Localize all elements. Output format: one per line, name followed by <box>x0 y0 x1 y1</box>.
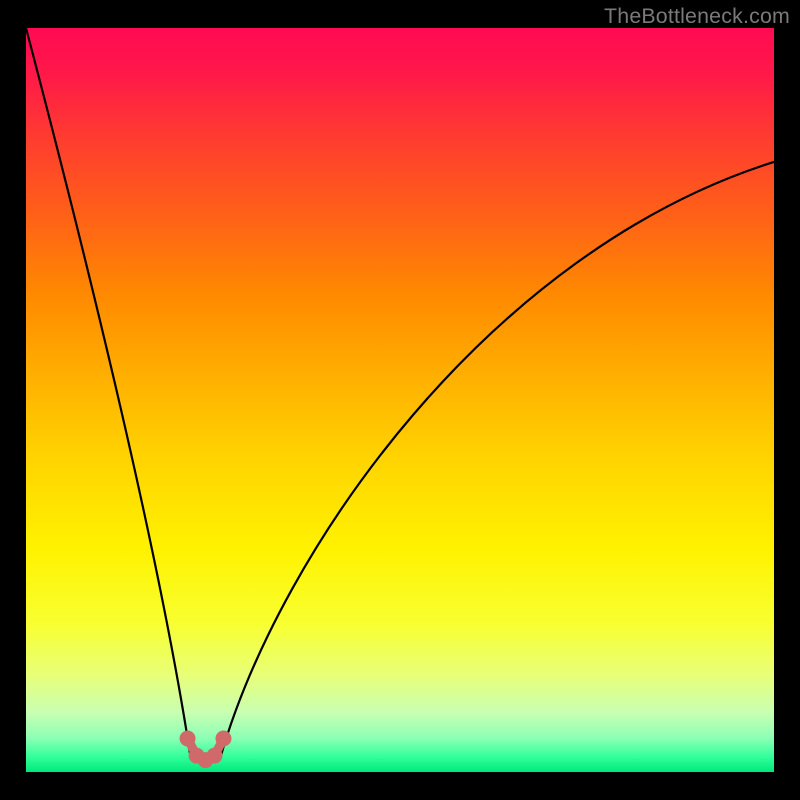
marker-point <box>206 748 222 764</box>
marker-point <box>215 731 231 747</box>
watermark-text: TheBottleneck.com <box>604 4 790 29</box>
bottleneck-chart <box>0 0 800 800</box>
chart-background <box>26 28 774 772</box>
marker-point <box>180 731 196 747</box>
